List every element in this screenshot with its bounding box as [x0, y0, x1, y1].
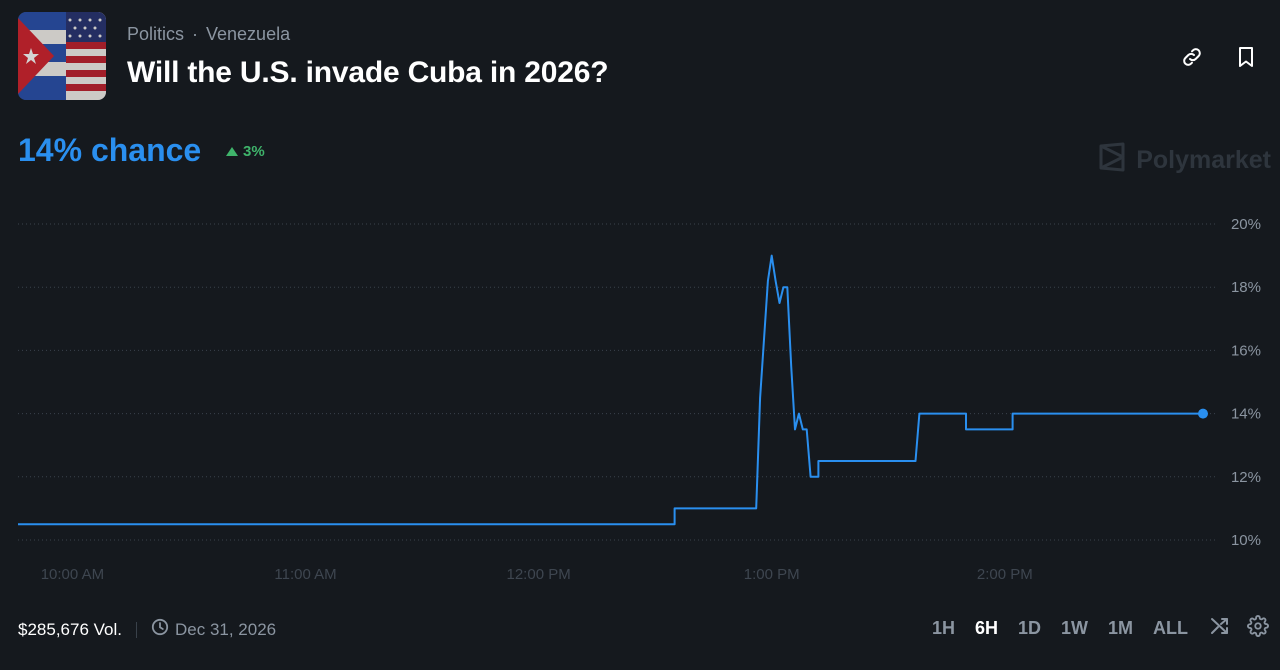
polymarket-logo-icon	[1098, 142, 1126, 179]
x-tick-label: 2:00 PM	[977, 566, 1033, 583]
breadcrumb: Politics · Venezuela	[127, 24, 290, 45]
x-tick-label: 12:00 PM	[507, 566, 571, 583]
end-date: Dec 31, 2026	[151, 618, 276, 641]
y-tick-label: 18%	[1231, 279, 1261, 296]
y-tick-label: 12%	[1231, 469, 1261, 486]
chance-value: 14% chance	[18, 132, 202, 168]
current-price-dot	[1198, 408, 1208, 419]
breadcrumb-item-tag[interactable]: Venezuela	[206, 24, 291, 44]
y-tick-label: 10%	[1231, 532, 1261, 549]
clock-icon	[151, 618, 169, 641]
market-title: Will the U.S. invade Cuba in 2026?	[127, 56, 609, 89]
price-change-value: 3%	[243, 143, 265, 160]
bookmark-icon	[1235, 45, 1257, 74]
time-range-selector: 1H 6H 1D 1W 1M ALL	[932, 614, 1280, 642]
market-footer: $285,676 Vol. Dec 31, 2026	[18, 618, 276, 641]
settings-button[interactable]	[1246, 614, 1270, 642]
link-icon	[1180, 45, 1204, 74]
range-1m[interactable]: 1M	[1107, 617, 1133, 638]
bookmark-button[interactable]	[1231, 44, 1261, 74]
y-tick-label: 14%	[1231, 406, 1261, 423]
range-1d[interactable]: 1D	[1017, 617, 1041, 638]
triangle-up-icon	[226, 147, 238, 156]
end-date-text: Dec 31, 2026	[174, 619, 277, 639]
price-line	[18, 254, 1203, 526]
shuffle-icon	[1209, 615, 1231, 642]
x-tick-label: 10:00 AM	[41, 566, 104, 583]
copy-link-button[interactable]	[1177, 44, 1207, 74]
price-chart: 10% 12% 14% 16% 18% 20% 10:00 AM 11:00 AM 12:00 …	[18, 216, 1261, 583]
gear-icon	[1247, 614, 1269, 642]
x-tick-label: 1:00 PM	[744, 566, 800, 583]
footer-divider	[135, 621, 137, 638]
brand-watermark: Polymarket	[1098, 142, 1271, 179]
range-all[interactable]: ALL	[1153, 617, 1188, 638]
brand-name: Polymarket	[1136, 146, 1271, 174]
range-6h[interactable]: 6H	[974, 617, 998, 638]
shuffle-button[interactable]	[1208, 616, 1232, 640]
volume-text: $285,676 Vol.	[18, 619, 122, 639]
breadcrumb-separator: ·	[192, 24, 199, 44]
market-thumbnail	[18, 12, 106, 100]
range-1h[interactable]: 1H	[931, 617, 955, 638]
x-tick-label: 11:00 AM	[274, 566, 336, 583]
y-tick-label: 20%	[1231, 216, 1261, 233]
range-1w[interactable]: 1W	[1060, 617, 1088, 638]
price-change: 3%	[226, 143, 265, 160]
y-tick-label: 16%	[1231, 342, 1261, 359]
breadcrumb-item-category[interactable]: Politics	[127, 24, 185, 44]
